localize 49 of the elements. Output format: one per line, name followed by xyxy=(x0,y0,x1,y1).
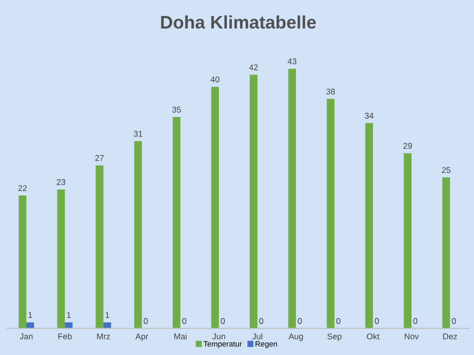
bar xyxy=(288,68,296,328)
data-label: 0 xyxy=(259,318,264,324)
bar xyxy=(211,86,219,328)
bar xyxy=(18,196,26,328)
bar xyxy=(365,123,373,328)
x-tick-label: Dez xyxy=(443,334,457,340)
chart-title: Doha Klimatabelle xyxy=(161,15,316,29)
x-tick-label: Jun xyxy=(212,334,226,340)
x-tick-label: Aug xyxy=(288,334,303,342)
data-label: 23 xyxy=(56,179,66,186)
data-label: 0 xyxy=(452,318,456,324)
data-label: 22 xyxy=(18,185,27,192)
bar xyxy=(326,98,334,328)
data-label: 42 xyxy=(249,64,258,70)
data-label: 27 xyxy=(95,154,104,161)
data-label: 0 xyxy=(413,318,418,324)
data-label: 31 xyxy=(134,130,142,137)
x-tick-label: Okt xyxy=(366,333,380,340)
x-tick-label: Jul xyxy=(252,333,262,340)
data-label: 1 xyxy=(67,312,71,318)
bar xyxy=(250,74,258,328)
bar xyxy=(96,165,104,328)
bar xyxy=(134,141,142,328)
data-label: 29 xyxy=(403,142,412,149)
data-label: 0 xyxy=(336,318,340,324)
data-label: 25 xyxy=(442,167,450,173)
x-tick-label: Mai xyxy=(174,333,187,340)
bar xyxy=(172,117,180,328)
x-tick-label: Feb xyxy=(58,333,72,340)
data-label: 43 xyxy=(288,58,296,64)
x-tick-label: Sep xyxy=(327,333,342,342)
bar xyxy=(57,189,65,328)
data-label: 40 xyxy=(210,76,220,82)
data-label: 34 xyxy=(364,112,374,119)
data-label: 0 xyxy=(220,318,225,324)
x-tick-label: Mrz xyxy=(97,334,110,340)
data-label: 0 xyxy=(144,318,148,324)
data-label: 0 xyxy=(182,318,186,324)
x-tick-label: Nov xyxy=(404,334,419,340)
data-label: 1 xyxy=(106,312,110,318)
bar xyxy=(442,177,450,328)
data-label: 35 xyxy=(172,106,181,113)
data-label: 0 xyxy=(374,318,379,324)
data-label: 0 xyxy=(298,318,302,324)
bar xyxy=(404,153,412,328)
x-tick-label: Apr xyxy=(135,334,148,342)
data-label: 1 xyxy=(28,312,32,318)
data-label: 38 xyxy=(326,88,335,94)
x-tick-label: Jan xyxy=(20,334,33,340)
